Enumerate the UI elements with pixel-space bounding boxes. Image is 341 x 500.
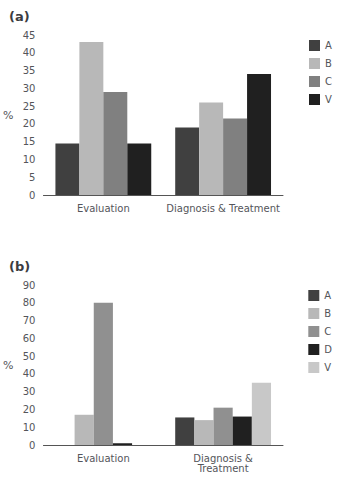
svg-text:20: 20 bbox=[23, 404, 36, 415]
svg-text:10: 10 bbox=[23, 422, 36, 433]
svg-text:10: 10 bbox=[23, 154, 36, 165]
svg-text:Evaluation: Evaluation bbox=[77, 453, 130, 464]
svg-text:0: 0 bbox=[29, 190, 35, 201]
svg-text:(b): (b) bbox=[9, 259, 30, 274]
svg-text:15: 15 bbox=[23, 136, 36, 147]
svg-text:C: C bbox=[324, 326, 331, 337]
svg-text:35: 35 bbox=[23, 65, 36, 76]
svg-text:40: 40 bbox=[23, 368, 36, 379]
svg-text:80: 80 bbox=[23, 297, 36, 308]
svg-text:%: % bbox=[3, 109, 13, 122]
svg-text:A: A bbox=[325, 40, 332, 51]
svg-text:60: 60 bbox=[23, 333, 36, 344]
svg-text:20: 20 bbox=[23, 118, 36, 129]
svg-text:25: 25 bbox=[23, 101, 36, 112]
svg-text:40: 40 bbox=[23, 47, 36, 58]
svg-text:Treatment: Treatment bbox=[197, 463, 249, 474]
svg-text:B: B bbox=[324, 308, 331, 319]
svg-text:V: V bbox=[324, 362, 331, 373]
svg-text:Diagnosis & Treatment: Diagnosis & Treatment bbox=[166, 203, 280, 214]
svg-text:V: V bbox=[325, 94, 332, 105]
svg-text:0: 0 bbox=[29, 440, 35, 451]
svg-text:70: 70 bbox=[23, 315, 36, 326]
svg-text:A: A bbox=[324, 290, 331, 301]
svg-text:Evaluation: Evaluation bbox=[77, 203, 130, 214]
svg-text:D: D bbox=[324, 344, 332, 355]
svg-text:(a): (a) bbox=[9, 9, 30, 24]
svg-text:45: 45 bbox=[23, 30, 36, 41]
svg-text:50: 50 bbox=[23, 351, 36, 362]
svg-text:B: B bbox=[325, 58, 332, 69]
svg-text:5: 5 bbox=[29, 172, 35, 183]
svg-text:30: 30 bbox=[23, 386, 36, 397]
svg-text:%: % bbox=[3, 359, 13, 372]
svg-text:30: 30 bbox=[23, 83, 36, 94]
svg-text:90: 90 bbox=[23, 280, 36, 291]
svg-text:C: C bbox=[325, 76, 332, 87]
svg-text:Diagnosis &: Diagnosis & bbox=[193, 452, 253, 464]
